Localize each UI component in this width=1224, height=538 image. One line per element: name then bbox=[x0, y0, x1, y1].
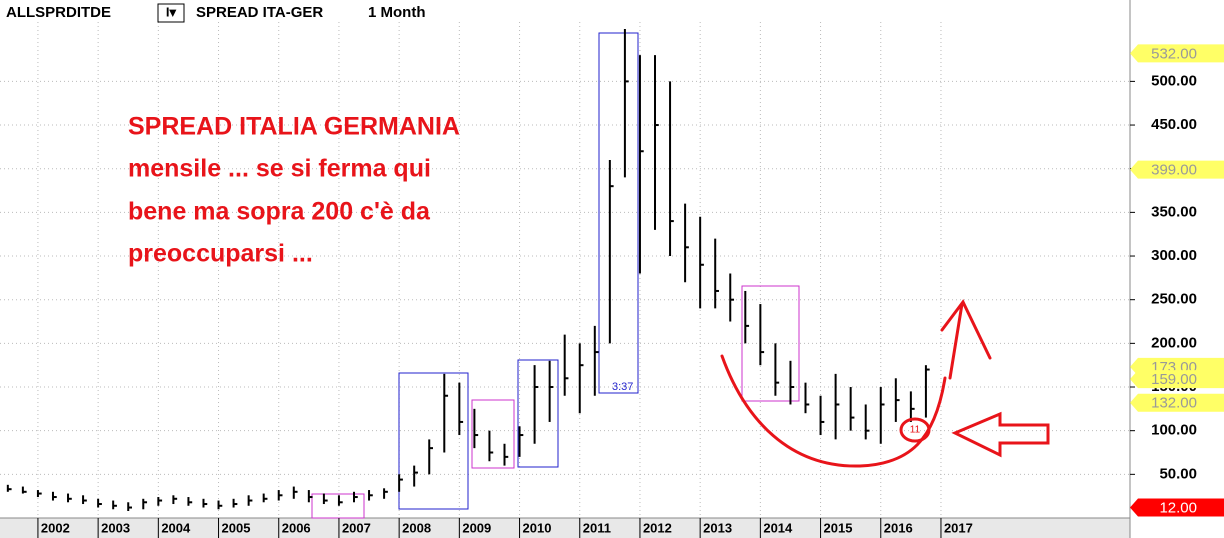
y-axis: 50.00100.00150.00200.00250.00300.00350.0… bbox=[1130, 72, 1197, 482]
x-tick-label: 2011 bbox=[583, 520, 611, 535]
symbol: ALLSPRDITDE bbox=[6, 4, 111, 21]
y-tick-label: 350.00 bbox=[1151, 203, 1197, 220]
y-tick-label: 200.00 bbox=[1151, 334, 1197, 351]
x-tick-label: 2013 bbox=[703, 520, 732, 535]
x-tick-label: 2017 bbox=[944, 520, 973, 535]
menu-button[interactable] bbox=[157, 3, 185, 23]
instrument-name: SPREAD ITA-GER bbox=[196, 4, 323, 21]
circle bbox=[899, 417, 931, 443]
hand-drawing bbox=[720, 299, 1050, 468]
x-tick-label: 2012 bbox=[643, 520, 672, 535]
menu-label[interactable]: I▾ bbox=[166, 4, 177, 19]
setup-box bbox=[598, 32, 639, 394]
x-tick-label: 2014 bbox=[763, 520, 793, 535]
x-tick-label: 2004 bbox=[161, 520, 191, 535]
annotation-line: SPREAD ITALIA GERMANIA bbox=[128, 113, 460, 141]
x-tick-label: 2002 bbox=[41, 520, 70, 535]
x-tick-label: 2003 bbox=[101, 520, 130, 535]
price-label: 532.00 bbox=[1151, 45, 1197, 62]
setup-box bbox=[517, 359, 559, 468]
price-label-box bbox=[1130, 160, 1224, 179]
x-tick-label: 2006 bbox=[282, 520, 311, 535]
y-tick-label: 300.00 bbox=[1151, 247, 1197, 264]
y-tick-label: 50.00 bbox=[1159, 465, 1197, 482]
annotation-line: mensile ... se si ferma qui bbox=[128, 155, 431, 183]
y-tick-label: 450.00 bbox=[1151, 116, 1197, 133]
price-label: 159.00 bbox=[1151, 371, 1197, 388]
y-tick-label: 250.00 bbox=[1151, 291, 1197, 308]
header: ALLSPRDITDE I▾ SPREAD ITA-GER 1 Month bbox=[6, 3, 426, 23]
price-label: 132.00 bbox=[1151, 395, 1197, 412]
x-tick-label: 2009 bbox=[462, 520, 491, 535]
price-label-box bbox=[1130, 44, 1224, 63]
setup-boxes bbox=[311, 32, 800, 519]
x-tick-label: 2007 bbox=[342, 520, 371, 535]
price-label-box bbox=[1130, 370, 1224, 389]
annotation: SPREAD ITALIA GERMANIA mensile ... se si… bbox=[128, 113, 460, 268]
circled-count: 11 bbox=[910, 425, 921, 436]
x-tick-label: 2005 bbox=[222, 520, 251, 535]
x-tick-label: 2016 bbox=[884, 520, 913, 535]
x-axis-band bbox=[0, 518, 1130, 538]
left-arrow bbox=[951, 411, 1050, 458]
price-label-box bbox=[1130, 393, 1224, 412]
setup-box bbox=[471, 399, 515, 469]
y-tick-label: 100.00 bbox=[1151, 422, 1197, 439]
x-axis: 2002 2003 2004 2005 2006 2007 2008 2009 2010 2011… bbox=[37, 518, 973, 538]
price-label-box bbox=[1130, 498, 1224, 517]
price-label: 399.00 bbox=[1151, 162, 1197, 179]
setup-box bbox=[741, 285, 800, 402]
price-label: 12.00 bbox=[1159, 499, 1197, 516]
x-tick-label: 2008 bbox=[402, 520, 431, 535]
price-bars bbox=[6, 28, 930, 512]
y-tick-label: 500.00 bbox=[1151, 72, 1197, 89]
annotation-line: preoccuparsi ... bbox=[128, 240, 313, 268]
annotation-line: bene ma sopra 200 c'è da bbox=[128, 198, 431, 226]
period: 1 Month bbox=[368, 4, 426, 21]
setup-box bbox=[398, 372, 469, 510]
count-label: 3:37 bbox=[612, 381, 633, 393]
up-arrow bbox=[940, 299, 992, 380]
x-tick-label: 2015 bbox=[824, 520, 853, 535]
setup-box bbox=[311, 493, 365, 519]
x-tick-label: 2010 bbox=[523, 520, 552, 535]
